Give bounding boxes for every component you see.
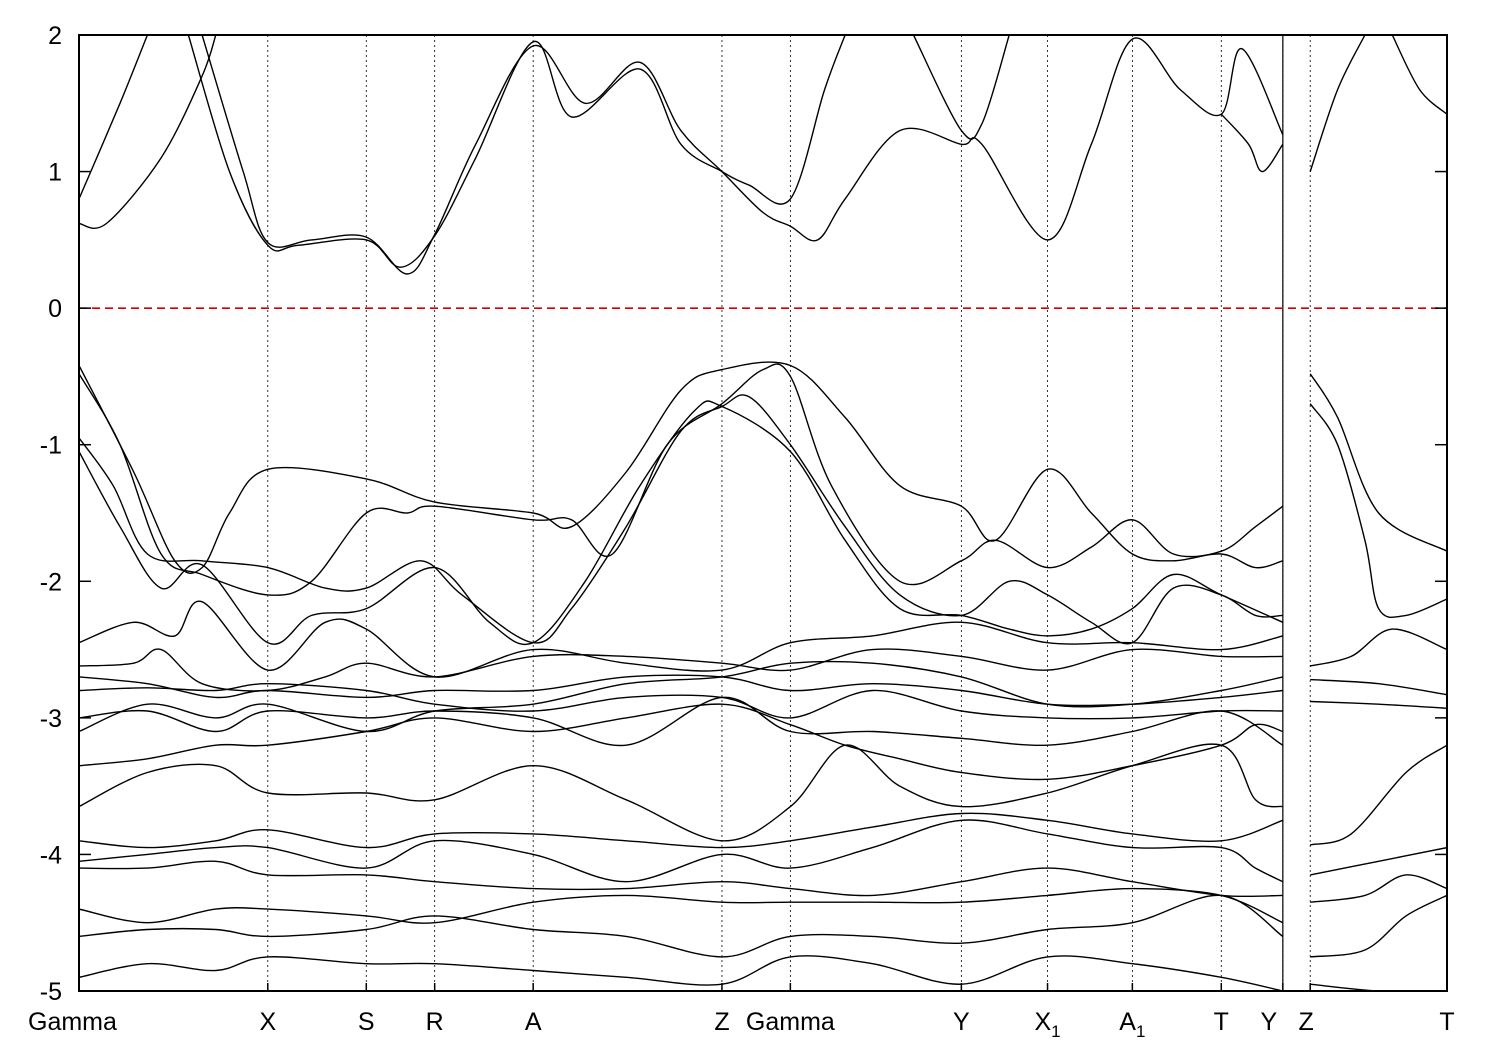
band-line-4 [201, 35, 1284, 275]
band-line-20 [79, 743, 1283, 842]
band-line-6 [1220, 113, 1284, 173]
band-line-36 [1310, 983, 1447, 991]
y-tick-label-5: -2 [40, 568, 62, 596]
band-line-1 [79, 35, 149, 200]
band-line-5 [912, 35, 1010, 140]
kpoint-label-2: X [259, 1008, 276, 1036]
x-axis-layer: Gamma X S R A Z Gamma Y X1 A1 T Y Z T [28, 983, 1455, 1041]
kpoint-label-1: Gamma [28, 1008, 117, 1036]
kpoint-label-6: Z [714, 1008, 729, 1036]
band-line-28 [1309, 403, 1447, 618]
band-line-12 [79, 400, 1284, 646]
band-line-21 [79, 812, 1284, 849]
plot-frame [78, 34, 1448, 992]
band-line-23 [79, 860, 1283, 898]
kpoint-label-9: X1 [1034, 1008, 1060, 1041]
kpoint-label-3: S [358, 1008, 375, 1036]
y-tick-label-7: -4 [40, 841, 62, 869]
kpoint-label-8: Y [953, 1008, 970, 1036]
band-line-26 [79, 955, 1283, 991]
band-line-14 [79, 648, 1283, 692]
segment-gap-1 [1284, 35, 1309, 991]
band-line-7 [1309, 35, 1366, 172]
kpoint-label-10: A1 [1119, 1008, 1145, 1041]
band-line-31 [1310, 700, 1447, 709]
band-line-27 [1309, 373, 1447, 552]
band-line-30 [1310, 678, 1447, 696]
y-tick-label-8: -5 [40, 978, 62, 1006]
kpoint-label-13: Z [1299, 1008, 1314, 1036]
kpoint-label-4: R [426, 1008, 444, 1036]
band-line-25 [79, 894, 1284, 958]
band-line-17 [79, 696, 1284, 747]
band-line-15 [79, 674, 1283, 707]
kpoint-label-5: A [525, 1008, 542, 1036]
band-line-3 [187, 35, 846, 268]
band-line-8 [1391, 35, 1447, 115]
band-line-29 [1310, 628, 1447, 667]
band-line-9 [79, 361, 1284, 574]
band-line-2 [79, 35, 217, 229]
band-line-13 [79, 600, 1283, 678]
band-line-18 [79, 660, 1283, 733]
y-tick-label-2: 1 [48, 159, 62, 187]
kpoint-lines-layer [267, 35, 1311, 991]
band-line-11 [79, 394, 1283, 645]
y-tick-label-4: -1 [40, 432, 62, 460]
kpoint-label-14: T [1439, 1008, 1454, 1036]
band-line-34 [1310, 874, 1447, 903]
y-axis-layer: 2 1 0 -1 -2 -3 -4 -5 [40, 22, 1447, 1006]
bands-layer [79, 35, 1447, 991]
band-line-35 [1310, 894, 1447, 958]
kpoint-label-11: T [1214, 1008, 1229, 1036]
band-line-22 [79, 819, 1284, 883]
band-line-10 [79, 363, 1284, 596]
y-tick-label-1: 2 [48, 22, 62, 50]
band-line-33 [1310, 846, 1447, 876]
plot-frame-layer [78, 34, 1448, 992]
band-line-24 [79, 887, 1284, 924]
band-line-19 [79, 703, 1284, 781]
band-line-32 [1310, 744, 1447, 846]
band-line-16 [79, 682, 1283, 720]
y-tick-label-3: 0 [48, 295, 62, 323]
kpoint-label-7: Gamma [746, 1008, 835, 1036]
kpoint-label-12: Y [1260, 1008, 1277, 1036]
y-tick-label-6: -3 [40, 705, 62, 733]
